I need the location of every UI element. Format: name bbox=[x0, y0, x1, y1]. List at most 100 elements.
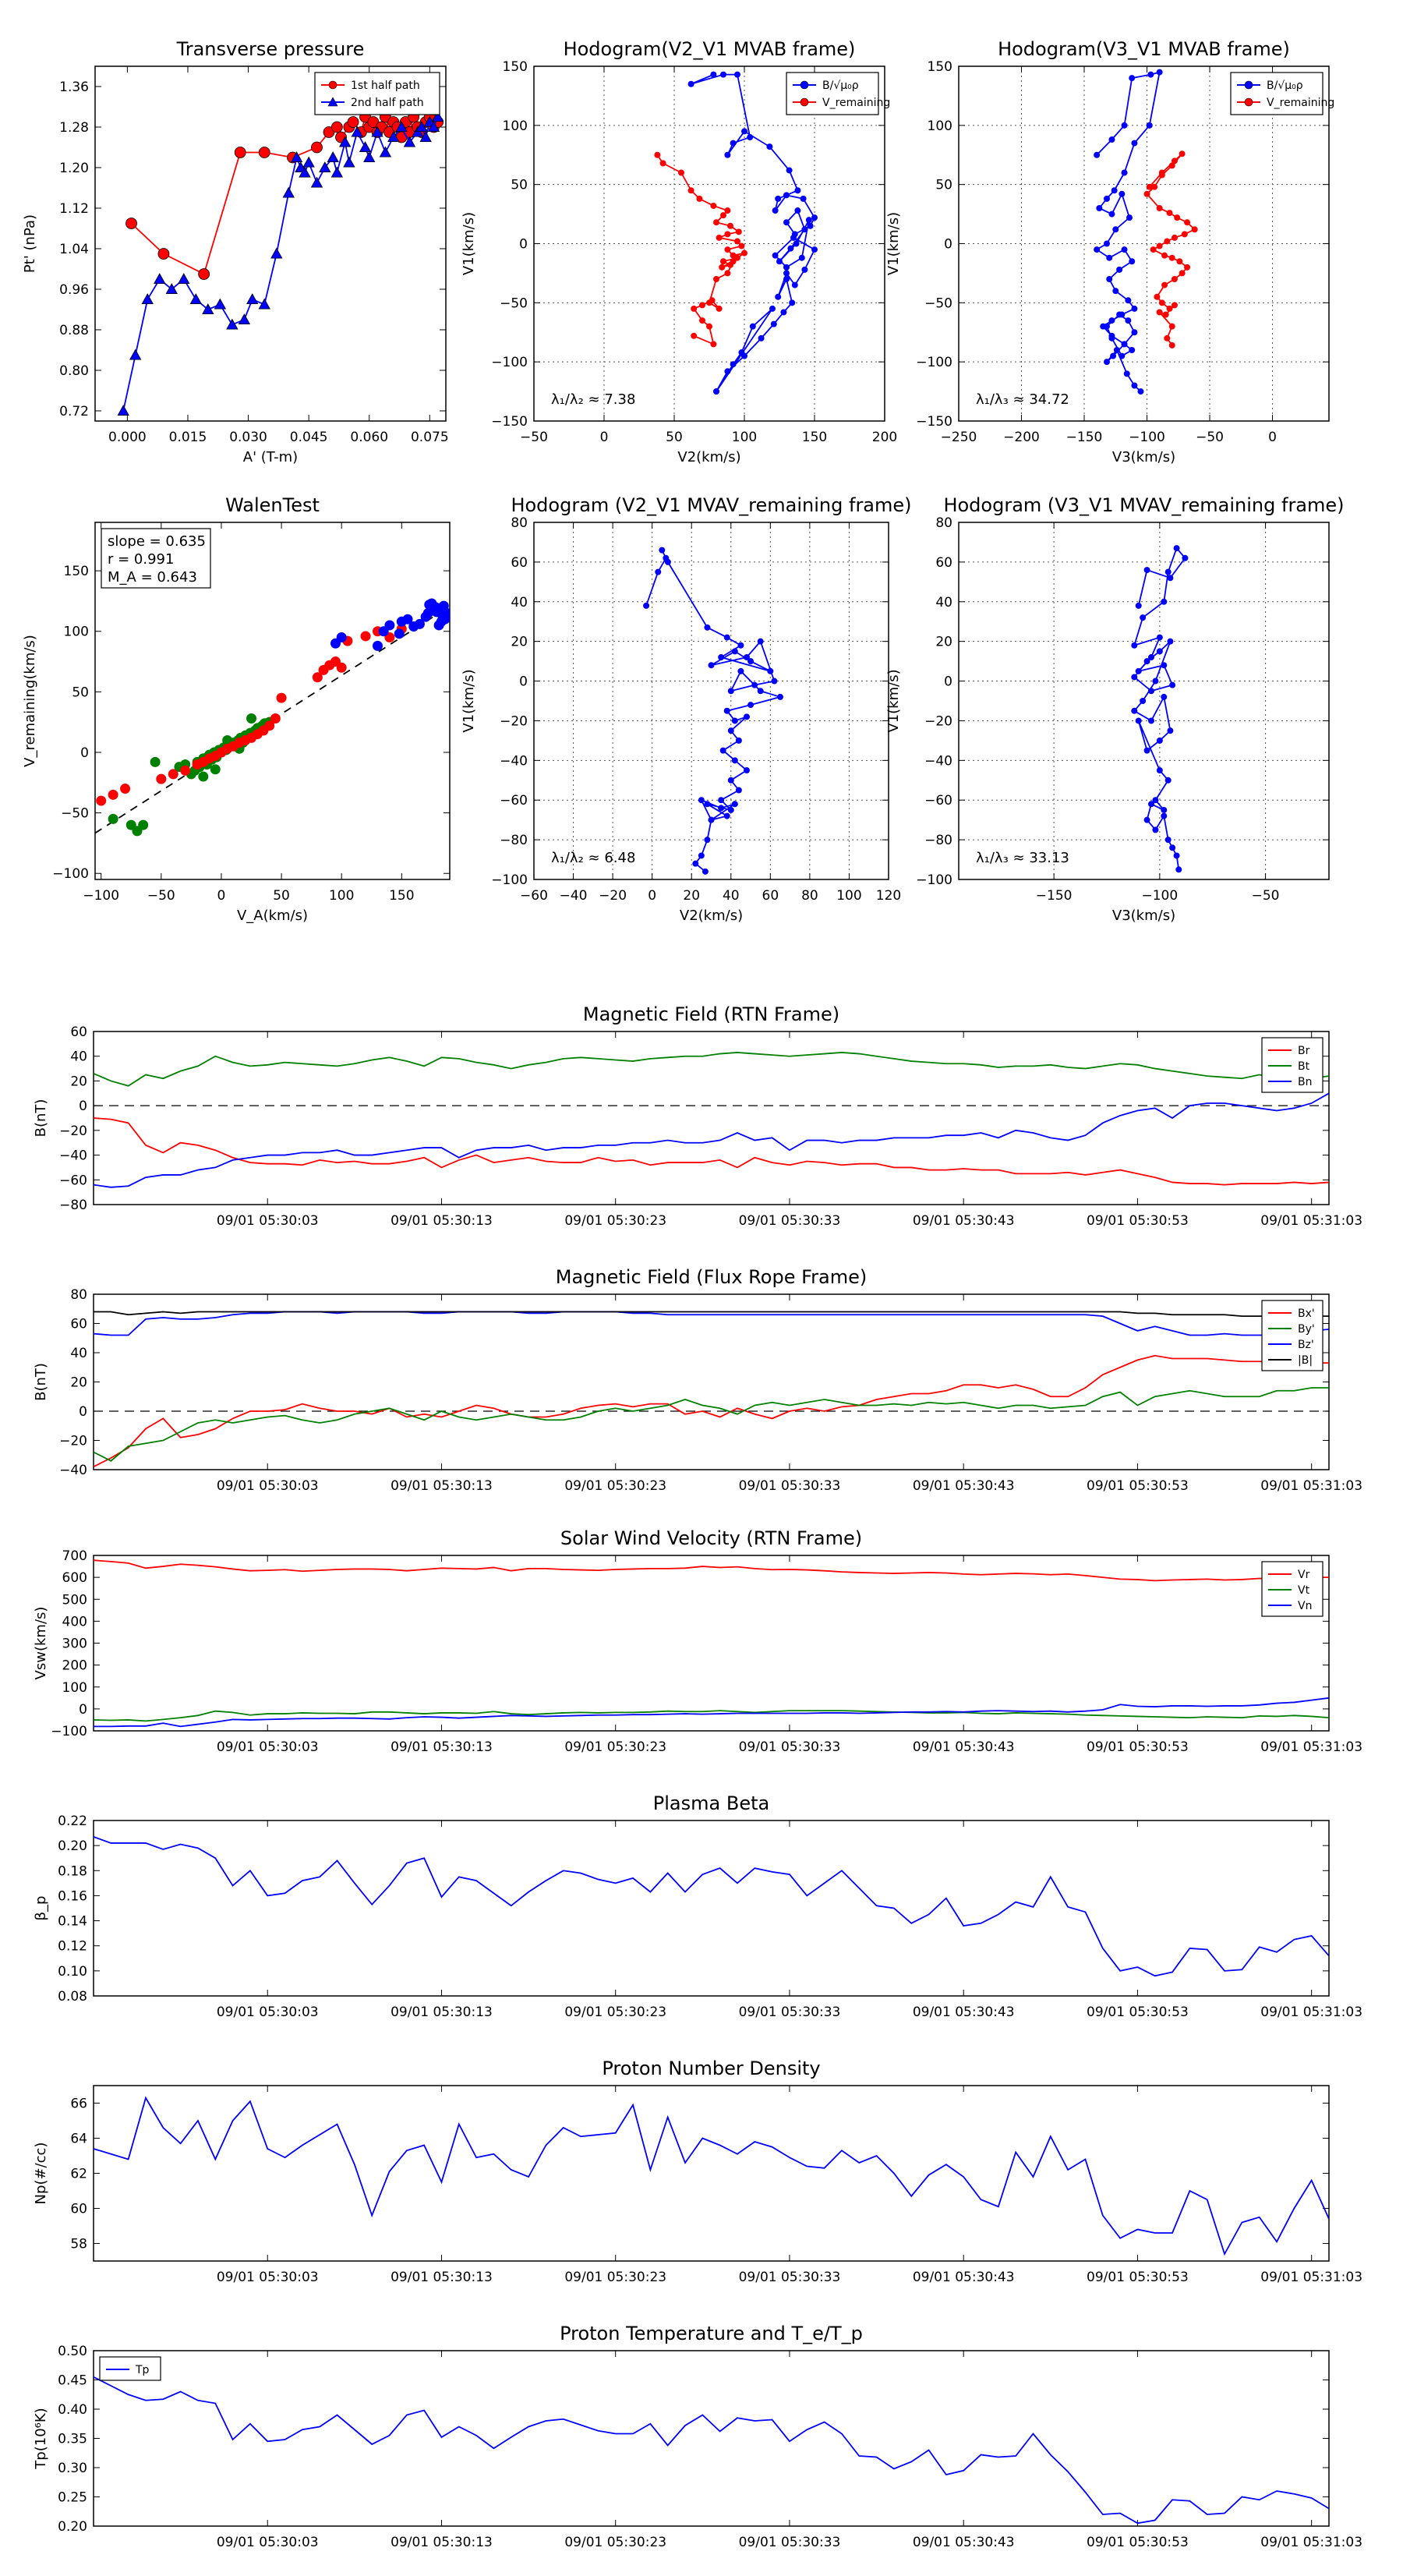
data-point bbox=[1167, 727, 1174, 734]
data-point bbox=[702, 868, 709, 875]
x-tick-label: 09/01 05:30:03 bbox=[217, 2535, 319, 2550]
data-point bbox=[129, 349, 142, 360]
data-point bbox=[731, 648, 738, 655]
legend-marker bbox=[800, 97, 809, 107]
y-tick-label: 50 bbox=[511, 178, 528, 193]
x-tick-label: 100 bbox=[329, 888, 354, 904]
data-point bbox=[716, 234, 723, 241]
data-point bbox=[719, 264, 726, 271]
hodo2-title: Hodogram(V3_V1 MVAB frame) bbox=[998, 38, 1290, 60]
data-point bbox=[713, 388, 719, 395]
y-tick-label: 0.18 bbox=[58, 1863, 87, 1879]
y-tick-label: 0 bbox=[944, 674, 952, 690]
data-point bbox=[246, 293, 259, 305]
series-line-0 bbox=[94, 2096, 1329, 2256]
data-point bbox=[347, 116, 359, 128]
data-point bbox=[783, 276, 790, 282]
data-point bbox=[1131, 707, 1138, 714]
x-tick-label: −60 bbox=[520, 888, 548, 904]
legend-box bbox=[314, 72, 440, 115]
data-point bbox=[1176, 258, 1183, 265]
x-tick-label: 09/01 05:30:13 bbox=[391, 2270, 493, 2285]
data-point bbox=[758, 334, 765, 341]
y-tick-label: 200 bbox=[62, 1658, 87, 1674]
data-point bbox=[1146, 122, 1153, 129]
data-point bbox=[747, 658, 755, 665]
stats-line: M_A = 0.643 bbox=[108, 569, 197, 586]
x-tick-label: 120 bbox=[876, 888, 901, 904]
hodo3-ylabel: V1(km/s) bbox=[461, 669, 477, 732]
y-tick-label: 0.16 bbox=[58, 1888, 87, 1904]
data-point bbox=[805, 217, 812, 224]
data-point bbox=[1104, 323, 1110, 330]
data-point bbox=[1112, 288, 1119, 295]
y-tick-label: 0 bbox=[79, 1702, 87, 1718]
data-point bbox=[724, 270, 731, 277]
hodo2-xlabel: V3(km/s) bbox=[1112, 449, 1175, 465]
data-point bbox=[791, 281, 798, 288]
y-tick-label: 80 bbox=[935, 515, 952, 531]
data-point bbox=[1166, 210, 1173, 217]
data-point bbox=[1131, 382, 1138, 389]
y-tick-label: 0.72 bbox=[59, 404, 89, 419]
data-point bbox=[1135, 717, 1142, 724]
data-point bbox=[727, 777, 734, 784]
x-tick-label: 0.000 bbox=[108, 430, 147, 445]
data-point bbox=[1156, 205, 1163, 211]
data-point bbox=[747, 702, 755, 709]
data-point bbox=[1147, 71, 1154, 78]
series-line-0 bbox=[94, 1836, 1329, 1977]
data-point bbox=[691, 305, 698, 312]
y-tick-label: 0.25 bbox=[58, 2490, 87, 2506]
hodo4-panel: Hodogram (V3_V1 MVAV_remaining frame) −10… bbox=[885, 494, 1345, 924]
data-point bbox=[178, 273, 190, 285]
y-tick-label: 150 bbox=[503, 59, 528, 75]
x-tick-label: 0 bbox=[648, 888, 656, 904]
data-point bbox=[811, 214, 818, 221]
y-tick-label: 80 bbox=[511, 515, 528, 531]
mag_fr-panel: Magnetic Field (Flux Rope Frame) −40 −20 0 2… bbox=[33, 1266, 1362, 1494]
series-line-2 bbox=[94, 1697, 1329, 1728]
data-point bbox=[1140, 614, 1147, 621]
data-point bbox=[1156, 737, 1163, 744]
x-tick-label: 09/01 05:31:03 bbox=[1260, 1213, 1362, 1229]
hodo3-ratio-annotation: λ₁/λ₂ ≈ 6.48 bbox=[551, 850, 635, 866]
data-point bbox=[372, 640, 383, 651]
data-point bbox=[336, 632, 347, 642]
data-point bbox=[710, 202, 717, 209]
tp_temp-title: Proton Temperature and T_e/T_p bbox=[560, 2323, 863, 2344]
data-point bbox=[270, 247, 283, 259]
data-point bbox=[751, 681, 758, 688]
y-tick-label: 1.36 bbox=[59, 80, 89, 95]
hodo1-ylabel: V1(km/s) bbox=[461, 212, 477, 275]
x-tick-label: 09/01 05:30:43 bbox=[913, 1739, 1015, 1755]
y-tick-label: 100 bbox=[64, 625, 89, 640]
y-tick-label: 60 bbox=[70, 2202, 87, 2217]
data-point bbox=[1110, 352, 1117, 359]
y-tick-label: 0 bbox=[79, 1404, 87, 1420]
data-point bbox=[716, 305, 723, 312]
data-point bbox=[384, 620, 395, 631]
mag_fr-plot-area bbox=[94, 1311, 1329, 1468]
data-point bbox=[731, 801, 738, 808]
data-point bbox=[731, 717, 738, 724]
hodo4-ylabel: V1(km/s) bbox=[885, 669, 902, 732]
data-point bbox=[189, 293, 202, 305]
x-tick-label: 0 bbox=[217, 888, 226, 904]
data-point bbox=[1150, 246, 1157, 253]
x-tick-label: 09/01 05:31:03 bbox=[1260, 2535, 1362, 2550]
y-tick-label: 40 bbox=[70, 1346, 87, 1361]
mag_fr-title: Magnetic Field (Flux Rope Frame) bbox=[556, 1266, 867, 1288]
data-point bbox=[1121, 122, 1128, 129]
legend-label: Bx' bbox=[1298, 1307, 1315, 1320]
data-point bbox=[744, 767, 750, 774]
x-tick-label: 09/01 05:30:43 bbox=[913, 1478, 1015, 1494]
data-point bbox=[414, 618, 425, 629]
y-tick-label: 0.22 bbox=[58, 1813, 87, 1829]
x-tick-label: 0.060 bbox=[350, 430, 388, 445]
x-tick-label: 09/01 05:30:43 bbox=[913, 2005, 1015, 2020]
hodo2-ratio-annotation: λ₁/λ₃ ≈ 34.72 bbox=[976, 391, 1069, 408]
y-tick-label: 0 bbox=[79, 1099, 87, 1114]
x-tick-label: 09/01 05:30:03 bbox=[217, 1213, 319, 1229]
x-tick-label: 09/01 05:30:03 bbox=[217, 1478, 319, 1494]
